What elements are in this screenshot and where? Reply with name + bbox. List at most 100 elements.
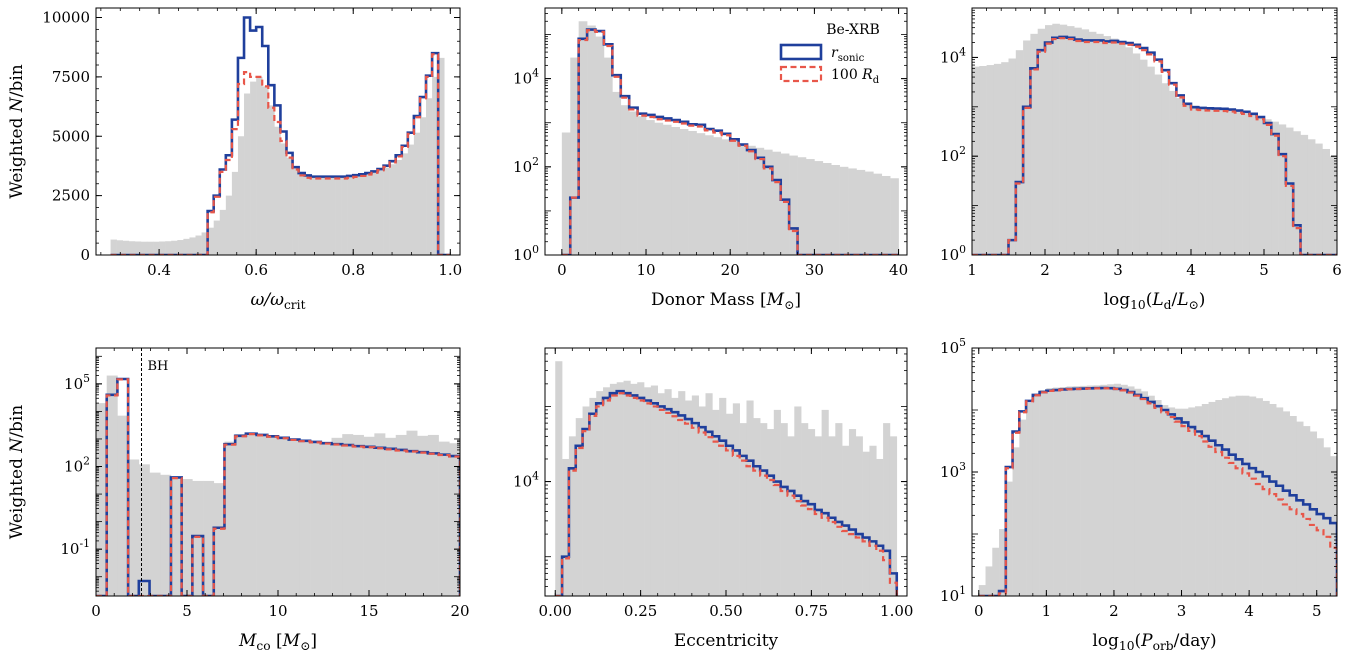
gray-bar <box>365 173 372 255</box>
gray-bar <box>1059 386 1067 596</box>
population-hist <box>555 361 898 596</box>
gray-bar <box>183 238 190 255</box>
gray-bar <box>842 445 850 596</box>
gray-bar <box>1174 408 1182 596</box>
gray-bar <box>890 178 899 255</box>
gray-bar <box>427 434 439 596</box>
gray-bar <box>128 459 140 596</box>
gray-bar <box>1053 387 1061 596</box>
gray-bar <box>1330 456 1337 596</box>
y-tick-label: 7500 <box>52 68 90 86</box>
gray-bar <box>855 436 863 596</box>
gray-bar <box>620 105 630 255</box>
gray-bar <box>630 383 638 596</box>
gray-bar <box>831 164 840 255</box>
gray-bar <box>438 57 445 255</box>
gray-bar <box>160 474 172 596</box>
x-tick-label: 6 <box>1332 261 1342 279</box>
gray-bar <box>753 418 761 596</box>
gray-bar <box>159 241 166 255</box>
gray-bar <box>685 400 693 596</box>
gray-bar <box>262 86 269 255</box>
gray-bar <box>342 434 354 596</box>
gray-bar <box>688 130 697 255</box>
gray-bar <box>835 423 843 596</box>
gray-bar <box>419 117 427 255</box>
gray-bar <box>721 139 731 255</box>
gray-bar <box>1052 23 1060 255</box>
x-tick-label: 10 <box>636 261 655 279</box>
gray-bar <box>224 441 236 596</box>
gray-bar <box>1037 28 1046 255</box>
x-tick-label: 20 <box>721 261 740 279</box>
gray-bar <box>383 167 390 255</box>
gray-bar <box>1140 391 1149 596</box>
gray-bar <box>814 161 824 255</box>
gray-bar <box>1249 115 1257 255</box>
gray-bar <box>1113 383 1122 596</box>
gray-bar <box>705 393 713 596</box>
gray-bar <box>231 171 239 255</box>
gray-bar <box>1161 405 1169 596</box>
gray-bar <box>292 167 299 255</box>
gray-bar <box>207 227 214 255</box>
gray-bar <box>1198 106 1206 255</box>
gray-bar <box>822 163 832 255</box>
gray-bar <box>1008 58 1017 255</box>
gray-bar <box>609 383 618 596</box>
gray-bar <box>110 239 117 255</box>
series-100rd <box>561 29 899 255</box>
gray-bar <box>603 57 613 255</box>
y-tick-label: 102 <box>64 455 90 476</box>
gray-bar <box>1001 62 1009 255</box>
gray-bar <box>763 149 773 255</box>
gray-bar <box>578 21 588 255</box>
gray-bar <box>288 440 300 596</box>
gray-bar <box>1093 385 1101 596</box>
gray-bar <box>1322 148 1330 255</box>
x-tick-label: 5 <box>1259 261 1269 279</box>
gray-bar <box>876 458 884 596</box>
gray-bar <box>738 143 748 255</box>
y-tick-label: 2500 <box>52 187 90 205</box>
gray-bar <box>1188 407 1196 596</box>
gray-bar <box>1242 113 1250 255</box>
x-axis-label: log10(Porb/day) <box>1092 631 1216 651</box>
gray-bar <box>807 429 816 596</box>
gray-bar <box>678 391 686 596</box>
gray-bar <box>691 395 699 596</box>
panel-3: 1 2 3 4 5 6 100 102 104 log10(Ld/L⊙) <box>940 7 1342 312</box>
gray-bar <box>286 157 293 255</box>
population-hist <box>110 57 451 255</box>
gray-bar <box>679 129 689 255</box>
gray-bar <box>1015 50 1024 255</box>
gray-bar <box>821 409 829 596</box>
x-tick-label: 20 <box>450 602 469 620</box>
x-tick-label: 5 <box>1312 602 1322 620</box>
gray-bar <box>780 423 788 596</box>
gray-bar <box>787 436 795 596</box>
gray-bar <box>646 120 655 255</box>
gray-bar <box>170 477 182 596</box>
gray-bar <box>1168 407 1176 596</box>
gray-bar <box>616 382 624 596</box>
gray-bar <box>1300 134 1309 255</box>
gray-bar <box>177 240 184 255</box>
y-tick-label: 102 <box>513 155 539 176</box>
gray-bar <box>1096 33 1104 255</box>
x-tick-label: 0.6 <box>244 261 268 279</box>
x-tick-label: 0 <box>974 602 984 620</box>
gray-bar <box>1045 25 1053 255</box>
gray-bar <box>116 240 123 255</box>
gray-bar <box>828 436 836 596</box>
gray-bar <box>1039 390 1047 596</box>
gray-bar <box>704 135 714 255</box>
gray-bar <box>873 173 883 255</box>
y-tick-label: 10000 <box>42 9 90 27</box>
x-tick-label: 1 <box>1042 602 1052 620</box>
legend: Be-XRB rsonic 100 Rd <box>779 22 880 86</box>
gray-bar <box>1081 29 1090 255</box>
gray-bar <box>322 176 330 255</box>
gray-bar <box>1110 38 1119 255</box>
bh-label: BH <box>148 359 169 374</box>
